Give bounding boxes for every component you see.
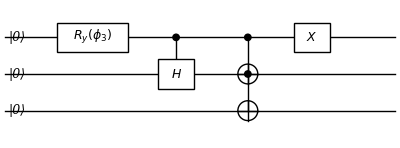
Bar <box>158 59 194 89</box>
Ellipse shape <box>173 34 179 41</box>
Text: |0⟩: |0⟩ <box>9 104 26 117</box>
Text: $H$: $H$ <box>170 67 182 81</box>
Bar <box>294 23 330 52</box>
Bar <box>56 23 128 52</box>
Text: |0⟩: |0⟩ <box>9 31 26 44</box>
Ellipse shape <box>245 34 251 41</box>
Ellipse shape <box>245 71 251 77</box>
Text: |0⟩: |0⟩ <box>9 67 26 81</box>
Text: $R_y(\phi_3)$: $R_y(\phi_3)$ <box>73 28 112 46</box>
Text: $X$: $X$ <box>306 31 317 44</box>
